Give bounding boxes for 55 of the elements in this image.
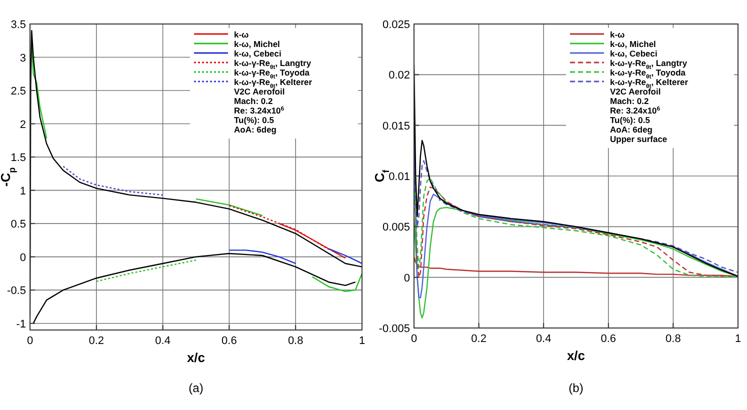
annotation: V2C Aerofoil xyxy=(610,86,661,96)
annotation: AoA: 6deg xyxy=(234,124,276,134)
legend-label: k-ω xyxy=(610,30,625,40)
x-tick-label: 0.8 xyxy=(666,333,681,345)
x-tick-label: 0.4 xyxy=(536,333,552,345)
x-tick-label: 0.2 xyxy=(471,333,486,345)
x-tick-label: 0.4 xyxy=(155,335,170,347)
legend-label: k-ω xyxy=(234,30,249,40)
y-tick-label: 0 xyxy=(20,252,26,264)
annotation: Tu(%): 0.5 xyxy=(234,115,274,125)
y-tick-label: 0 xyxy=(404,272,410,284)
y-tick-label: 2.5 xyxy=(10,86,26,98)
line-series xyxy=(62,166,164,196)
y-tick-label: -0.5 xyxy=(7,285,26,298)
annotation: Mach: 0.2 xyxy=(610,96,650,106)
x-tick-label: 0.8 xyxy=(288,335,304,347)
y-tick-label: 1.5 xyxy=(10,152,26,164)
text: (a) xyxy=(188,381,204,395)
y-tick-label: 0.5 xyxy=(10,218,26,231)
line-series xyxy=(228,250,296,264)
y-tick-label: 0.02 xyxy=(388,70,410,82)
x-axis-title: x/c xyxy=(186,350,206,365)
y-tick-label: 0.015 xyxy=(382,120,410,132)
line-series xyxy=(32,252,356,324)
annotation: Re: 3.24x10$^{6}$ xyxy=(234,106,285,116)
x-tick-label: 0.6 xyxy=(600,333,616,345)
annotation: Mach: 0.2 xyxy=(234,96,274,106)
y-tick-label: -0.005 xyxy=(378,323,410,335)
y-tick-label: 0.025 xyxy=(382,19,410,31)
text: (b) xyxy=(568,381,584,395)
legend-label: k-ω, Cebeci xyxy=(610,48,658,58)
annotation: Upper surface xyxy=(610,134,668,144)
legend-label: k-ω, Michel xyxy=(234,39,280,49)
x-tick-label: 1 xyxy=(734,333,742,345)
y-tick-label: 0.01 xyxy=(388,171,410,183)
annotation: AoA: 6deg xyxy=(610,124,652,134)
y-tick-label: 3 xyxy=(20,52,26,64)
y-tick-label: 1 xyxy=(20,185,26,198)
legend-label: k-ω, Michel xyxy=(610,39,656,49)
x-axis-title: x/c xyxy=(566,348,586,363)
y-tick-label: 2 xyxy=(20,118,26,131)
line-series xyxy=(328,248,362,264)
x-tick-label: 1 xyxy=(358,335,366,347)
y-tick-label: 3.5 xyxy=(10,19,26,31)
annotation: Tu(%): 0.5 xyxy=(610,115,650,125)
x-tick-label: 0 xyxy=(410,333,418,345)
x-tick-label: 0.6 xyxy=(222,335,237,347)
annotation: Re: 3.24x10$^{6}$ xyxy=(610,106,661,116)
line-series xyxy=(312,272,362,292)
x-tick-label: 0.2 xyxy=(88,335,104,347)
legend-label: k-ω, Cebeci xyxy=(234,48,282,58)
annotation: V2C Aerofoil xyxy=(234,86,285,96)
line-series xyxy=(96,260,197,282)
y-tick-label: 0.005 xyxy=(382,222,410,234)
y-tick-label: -1 xyxy=(16,318,26,330)
